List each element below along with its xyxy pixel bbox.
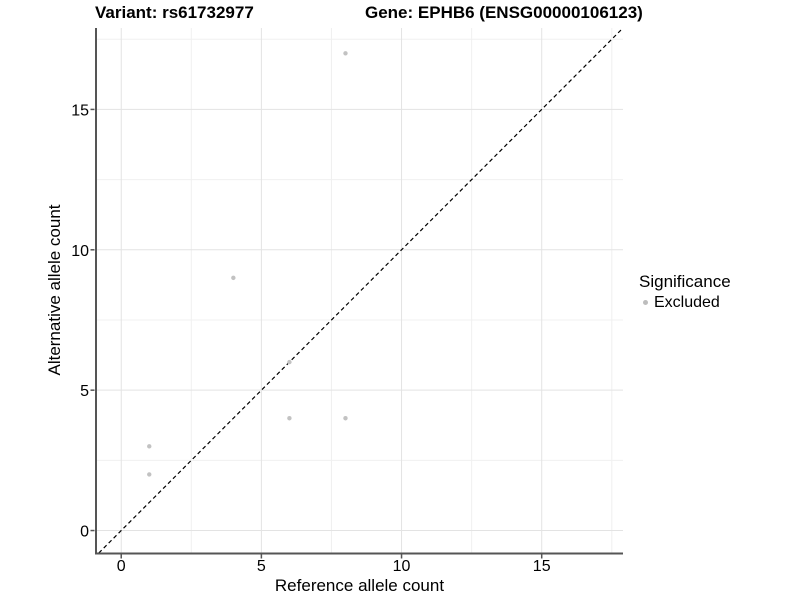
y-tick-label: 10 (71, 243, 89, 260)
identity-line (98, 27, 624, 554)
plot-title-variant: Variant: rs61732977 (95, 3, 254, 22)
legend-title: Significance (639, 272, 731, 291)
x-tick-label: 15 (533, 558, 551, 575)
y-axis-label: Alternative allele count (45, 204, 64, 376)
data-point (287, 359, 292, 365)
data-point (147, 444, 152, 449)
x-axis-label: Reference allele count (274, 576, 445, 595)
y-tick-label: 15 (71, 102, 89, 119)
x-tick-label: 5 (257, 558, 266, 575)
legend: Significance Excluded (639, 271, 731, 312)
x-tick-label: 0 (117, 558, 126, 575)
legend-item-label: Excluded (654, 294, 720, 311)
data-point (231, 275, 236, 281)
data-point (343, 416, 348, 421)
x-tick-label: 10 (393, 558, 411, 575)
legend-point-icon (643, 300, 648, 305)
y-tick-label: 0 (80, 524, 89, 541)
data-point (287, 416, 292, 421)
legend-item-excluded: Excluded (639, 293, 731, 312)
plot-title-gene: Gene: EPHB6 (ENSG00000106123) (365, 3, 643, 22)
data-point (147, 472, 152, 477)
y-tick-label: 5 (80, 383, 89, 400)
data-point (343, 51, 348, 56)
